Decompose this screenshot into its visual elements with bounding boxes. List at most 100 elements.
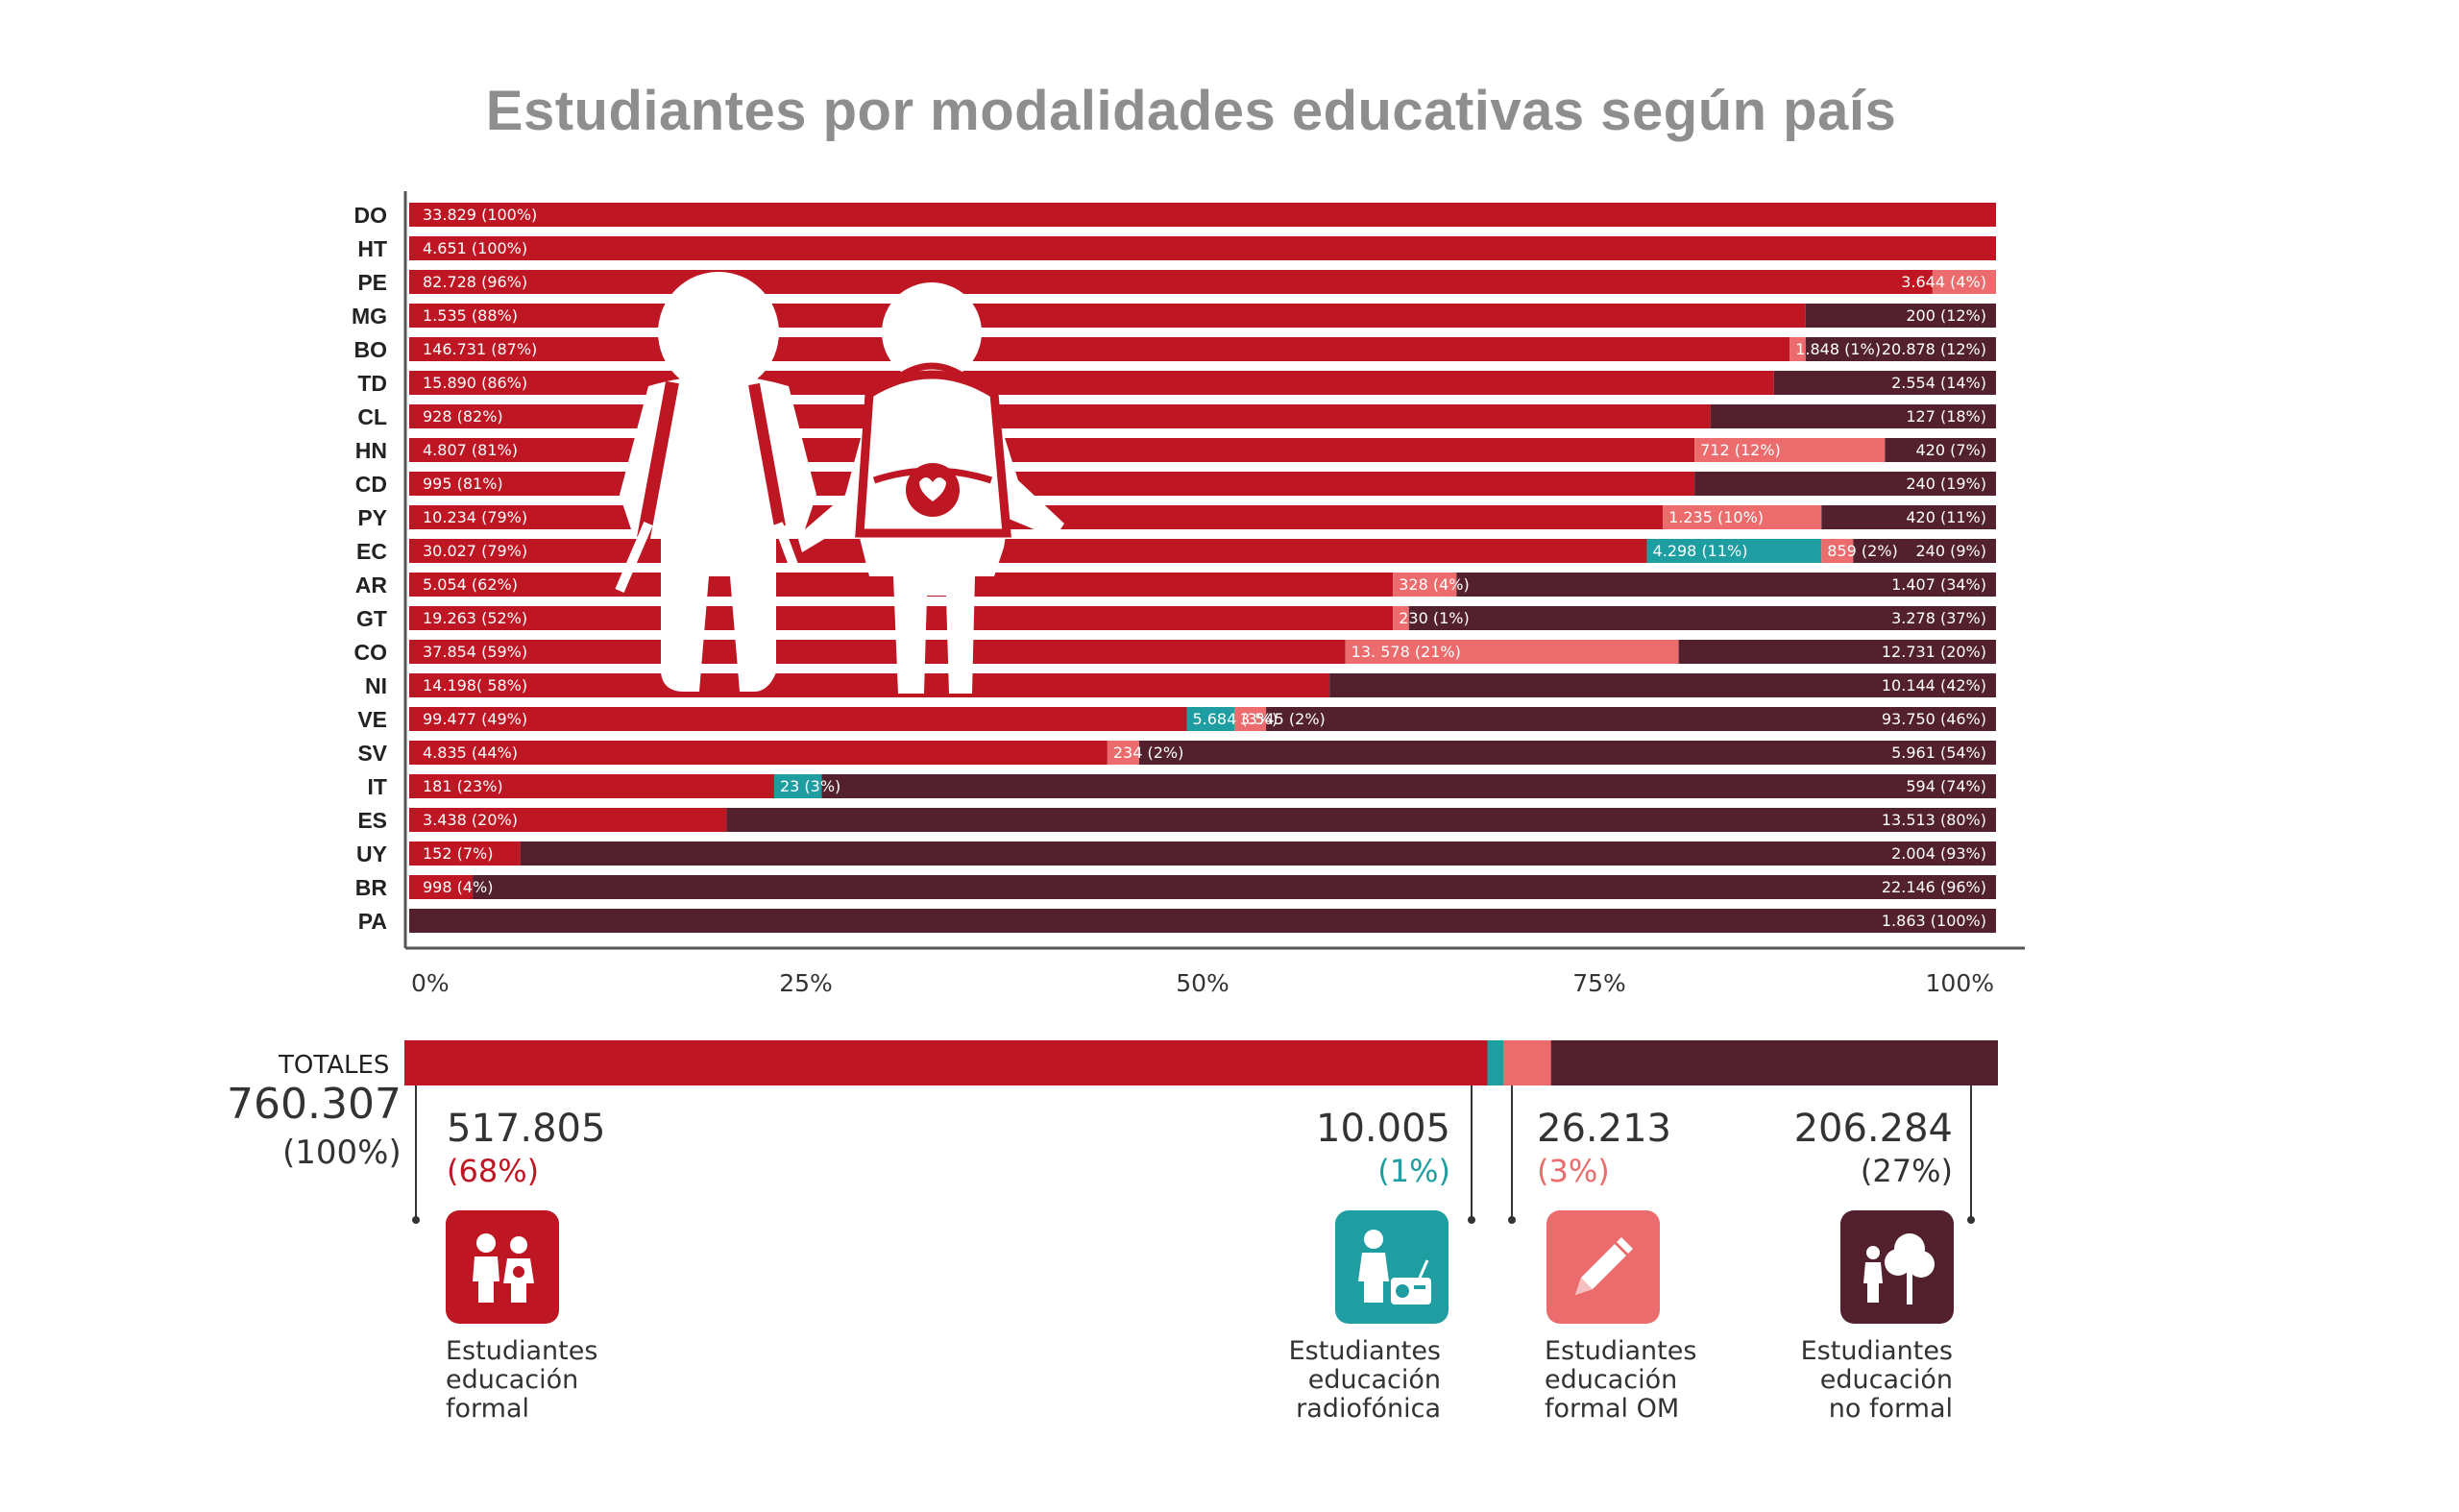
bar-py-no_formal (1821, 505, 1996, 529)
category-formal-name: Estudiantes educación formal (446, 1337, 638, 1424)
data-label-it-no_formal: 594 (74%) (1906, 777, 1986, 795)
axes: 0% 25% 50% 75% 100% (403, 191, 2025, 997)
country-label-co: CO (354, 640, 388, 665)
data-label-es-no_formal: 13.513 (80%) (1882, 811, 1986, 829)
data-label-mg-no_formal: 200 (12%) (1906, 306, 1986, 325)
totals-bar (404, 1040, 1998, 1224)
category-no-formal-percent: (27%) (1860, 1153, 1953, 1189)
country-label-it: IT (368, 774, 387, 799)
bar-co-formal (409, 640, 1346, 664)
bar-labels: DO 33.829 (100%) HT 4.651 (100%) PE 82.728 (9… (352, 203, 1986, 934)
bar-sv-formal (409, 741, 1108, 765)
data-label-hn-formal_om: 712 (12%) (1700, 441, 1781, 459)
bar-hn-formal_om (1694, 438, 1886, 462)
data-label-it-formal: 181 (23%) (423, 777, 503, 795)
country-label-es: ES (357, 808, 387, 833)
data-label-pe-formal_om: 3.644 (4%) (1901, 273, 1986, 291)
data-label-pe-formal: 82.728 (96%) (423, 273, 527, 291)
category-radiofonica-percent: (1%) (1377, 1153, 1450, 1189)
tree-icon (1840, 1210, 1954, 1324)
data-label-td-no_formal: 2.554 (14%) (1891, 374, 1986, 392)
bar-pa-no_formal (409, 909, 1996, 933)
data-label-pa-no_formal: 1.863 (100%) (1882, 912, 1986, 930)
x-tick-0: 0% (411, 969, 450, 997)
bar-cd-formal (409, 472, 1695, 496)
country-label-pa: PA (358, 909, 387, 934)
bar-ve-formal_om (1234, 707, 1267, 731)
country-label-ar: AR (355, 573, 388, 597)
data-label-co-formal: 37.854 (59%) (423, 643, 527, 661)
country-label-gt: GT (356, 606, 387, 631)
totals-label: TOTALES (279, 1051, 390, 1080)
data-label-es-formal: 3.438 (20%) (423, 811, 518, 829)
total-bar-no_formal (1550, 1040, 1983, 1085)
bar-it-radiofonica (773, 774, 822, 798)
data-label-ve-no_formal: 93.750 (46%) (1882, 710, 1986, 728)
category-radiofonica-name: Estudiantes educación radiofónica (1249, 1337, 1441, 1424)
data-label-py-formal: 10.234 (79%) (423, 508, 527, 526)
country-label-ec: EC (356, 539, 387, 564)
country-label-td: TD (357, 371, 387, 396)
data-label-ec-formal: 30.027 (79%) (423, 542, 527, 560)
data-label-bo-no_formal: 20.878 (12%) (1882, 340, 1986, 358)
country-label-cd: CD (355, 472, 387, 497)
backpack (855, 370, 1011, 538)
country-label-uy: UY (356, 841, 387, 866)
x-tick-2: 50% (1176, 969, 1230, 997)
x-tick-1: 25% (779, 969, 833, 997)
category-formal-om-name-line-0: Estudiantes (1545, 1336, 1697, 1366)
data-label-bo-formal: 146.731 (87%) (423, 340, 537, 358)
data-label-gt-no_formal: 3.278 (37%) (1891, 609, 1986, 627)
country-label-do: DO (354, 203, 388, 228)
bar-pe-formal_om (1932, 270, 1996, 294)
bar-it-no_formal (821, 774, 1996, 798)
bar-es-no_formal (726, 808, 1996, 832)
data-label-ht-formal: 4.651 (100%) (423, 239, 527, 257)
backpack-strap-right (748, 382, 786, 528)
data-label-cd-no_formal: 240 (19%) (1906, 475, 1986, 493)
data-label-cd-formal: 995 (81%) (423, 475, 503, 493)
bar-do-formal (409, 203, 1996, 227)
category-formal-name-line-0: Estudiantes (446, 1336, 598, 1366)
country-label-pe: PE (357, 270, 387, 295)
country-bars (409, 203, 1997, 933)
data-label-do-formal: 33.829 (100%) (423, 206, 537, 224)
data-label-cl-no_formal: 127 (18%) (1906, 407, 1986, 426)
pencil-icon (1546, 1210, 1660, 1324)
data-label-py-formal_om: 1.235 (10%) (1668, 508, 1764, 526)
bar-ve-no_formal (1266, 707, 1996, 731)
bar-mg-formal (409, 304, 1806, 328)
bar-it-formal (409, 774, 774, 798)
totals-connector-dot-2 (1508, 1216, 1516, 1224)
bar-ni-formal (409, 673, 1330, 697)
data-label-mg-formal: 1.535 (88%) (423, 306, 518, 325)
x-tick-3: 75% (1572, 969, 1626, 997)
bar-br-no_formal (473, 875, 1997, 899)
bar-mg-no_formal (1805, 304, 1996, 328)
category-formal-percent: (68%) (447, 1153, 540, 1189)
data-label-bo-formal_om: 1.848 (1%) (1795, 340, 1881, 358)
total-bar-radiofonica (1487, 1040, 1505, 1085)
data-label-sv-no_formal: 5.961 (54%) (1891, 744, 1986, 762)
category-no-formal-name-line-2: no formal (1828, 1394, 1953, 1424)
backpack-handle (901, 362, 962, 378)
category-no-formal-name-line-0: Estudiantes (1800, 1336, 1953, 1366)
chart-title: Estudiantes por modalidades educativas s… (485, 80, 1897, 142)
data-label-gt-formal: 19.263 (52%) (423, 609, 527, 627)
category-formal-om-name-line-1: educación (1545, 1365, 1678, 1395)
data-label-hn-no_formal: 420 (7%) (1916, 441, 1987, 459)
category-radiofonica-name-line-0: Estudiantes (1288, 1336, 1441, 1366)
category-no-formal-name-line-1: educación (1819, 1365, 1953, 1395)
child-arm-left (615, 522, 653, 593)
bar-cd-no_formal (1694, 472, 1996, 496)
bar-es-formal (409, 808, 727, 832)
totals-percent: (100%) (282, 1134, 402, 1172)
country-label-sv: SV (357, 741, 387, 766)
x-tick-4: 100% (1926, 969, 1994, 997)
bar-gt-no_formal (1408, 606, 1996, 630)
bar-ar-no_formal (1456, 573, 1996, 597)
category-formal-om-name-line-2: formal OM (1545, 1394, 1680, 1424)
totals-connector-dot-0 (412, 1216, 420, 1224)
bar-ni-no_formal (1329, 673, 1996, 697)
children-illustration (615, 272, 1064, 694)
